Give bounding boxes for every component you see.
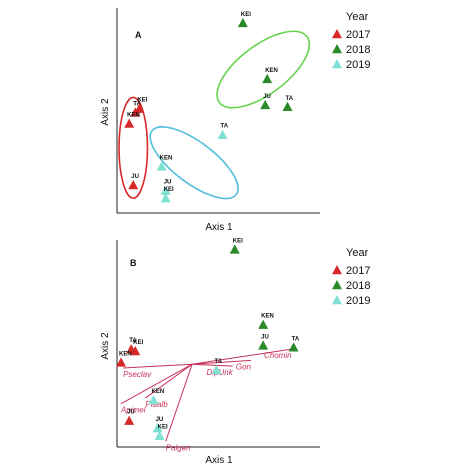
panel-b-point-label: KEI	[133, 340, 143, 346]
panel-a-legend-title: Year	[346, 11, 369, 23]
ellipse-2019	[149, 126, 239, 200]
vector-gon	[192, 359, 252, 365]
panel-b-point-label: KEN	[261, 314, 274, 320]
legend-label-2018: 2018	[346, 44, 370, 56]
panel-b-legend: Year 2017 2018 2019	[332, 247, 370, 307]
vector-label-palgen: Palgen	[166, 443, 191, 452]
panel-a-point-label: KEN	[160, 155, 173, 161]
panel-a-ylabel: Axis 2	[100, 98, 111, 126]
panel-b-vectors: ChominGonDipUnkPseclavPalalbApimelPalgen	[120, 348, 292, 452]
panel-a-point-label: KEN	[265, 68, 278, 74]
panel-b-point-label: JU	[261, 334, 269, 340]
panel-a-ellipses	[118, 30, 311, 200]
panel-a-legend: Year 2017 2018 2019	[332, 11, 370, 71]
legend-marker-2018	[332, 280, 342, 290]
panel-b-point-2019-ju	[152, 423, 163, 433]
panel-b-point-2018-ta	[288, 342, 299, 352]
panel-a-point-label: TA	[286, 96, 294, 102]
vector-palalb	[145, 363, 193, 399]
panel-b-point-label: TA	[129, 338, 137, 344]
vector-chomin	[192, 348, 292, 365]
panel-a-point-label: KEN	[127, 113, 140, 119]
panel-b-point-2017-ken	[116, 357, 127, 367]
panel-b-letter: B	[130, 258, 137, 268]
vector-label-pseclav: Pseclav	[123, 370, 152, 379]
panel-a-point-2019-ju	[160, 185, 171, 195]
vector-label-chomin: Chomin	[264, 351, 292, 360]
panel-b: B Axis 1 Axis 2 ChominGonDipUnkPseclavPa…	[100, 238, 370, 466]
ellipse-2017	[118, 96, 149, 199]
legend-marker-2019	[332, 59, 342, 69]
panel-b-point-label: TA	[214, 359, 222, 365]
panel-a-point-label: KEI	[241, 12, 251, 18]
panel-b-point-label: KEI	[158, 425, 168, 431]
panel-a-point-2018-ken	[262, 73, 273, 84]
panel-b-point-2019-kei	[154, 430, 165, 440]
panel-b-point-2018-kei	[229, 244, 240, 254]
legend-label-2017: 2017	[346, 29, 370, 41]
panel-b-ylabel: Axis 2	[100, 332, 111, 360]
panel-a-point-2018-ta	[282, 101, 293, 112]
panel-b-legend-title: Year	[346, 247, 369, 259]
panel-a-point-label: KEI	[137, 98, 147, 104]
panel-a-point-2017-ken	[124, 118, 135, 128]
panel-b-point-2018-ju	[258, 340, 269, 350]
vector-label-gon: Gon	[236, 362, 252, 371]
panel-a-point-2019-ken	[156, 161, 167, 171]
legend-label-2018: 2018	[346, 280, 370, 292]
panel-b-point-label: TA	[292, 336, 300, 342]
legend-label-2019: 2019	[346, 59, 370, 71]
panel-a-point-label: KEI	[164, 187, 174, 193]
panel-b-point-2017-ju	[124, 415, 135, 425]
panel-a-point-2017-ju	[128, 180, 139, 190]
panel-b-point-label: JU	[156, 417, 164, 423]
legend-marker-2017	[332, 265, 342, 275]
panel-b-point-2018-ken	[258, 319, 269, 329]
panel-a-point-2019-ta	[217, 129, 228, 139]
panel-a-letter: A	[135, 30, 142, 40]
panel-b-xlabel: Axis 1	[205, 455, 233, 466]
panel-b-point-label: KEI	[233, 238, 243, 244]
vector-label-apimel: Apimel	[120, 406, 146, 415]
panel-a-point-label: JU	[164, 180, 172, 186]
panel-a-point-2019-kei	[160, 193, 171, 203]
vector-pseclav	[123, 363, 193, 369]
panel-b-point-label: JU	[127, 410, 135, 416]
panel-a-point-label: JU	[131, 174, 139, 180]
legend-marker-2017	[332, 29, 342, 39]
panel-b-point-2019-ken	[148, 394, 159, 405]
panel-a-point-2017-kei	[134, 103, 145, 113]
panel-a-point-label: JU	[263, 94, 271, 100]
legend-label-2017: 2017	[346, 265, 370, 277]
ellipse-2018	[216, 30, 311, 109]
panel-a-point-2018-kei	[237, 17, 248, 28]
legend-label-2019: 2019	[346, 295, 370, 307]
panel-b-point-label: KEN	[119, 351, 132, 357]
panel-a-point-label: TA	[221, 124, 229, 130]
vector-label-palalb: Palalb	[145, 400, 168, 409]
vector-apimel	[120, 363, 193, 405]
legend-marker-2018	[332, 44, 342, 54]
panel-b-point-2019-ta	[211, 364, 222, 375]
panel-b-point-label: KEN	[152, 389, 165, 395]
vector-palgen	[165, 364, 193, 442]
panel-a-point-2018-ju	[260, 99, 271, 110]
legend-marker-2019	[332, 295, 342, 305]
panel-b-point-2017-kei	[130, 346, 141, 356]
panel-a-xlabel: Axis 1	[205, 222, 233, 233]
panel-a-point-label: TA	[133, 101, 141, 107]
vector-dipunk	[192, 363, 233, 367]
